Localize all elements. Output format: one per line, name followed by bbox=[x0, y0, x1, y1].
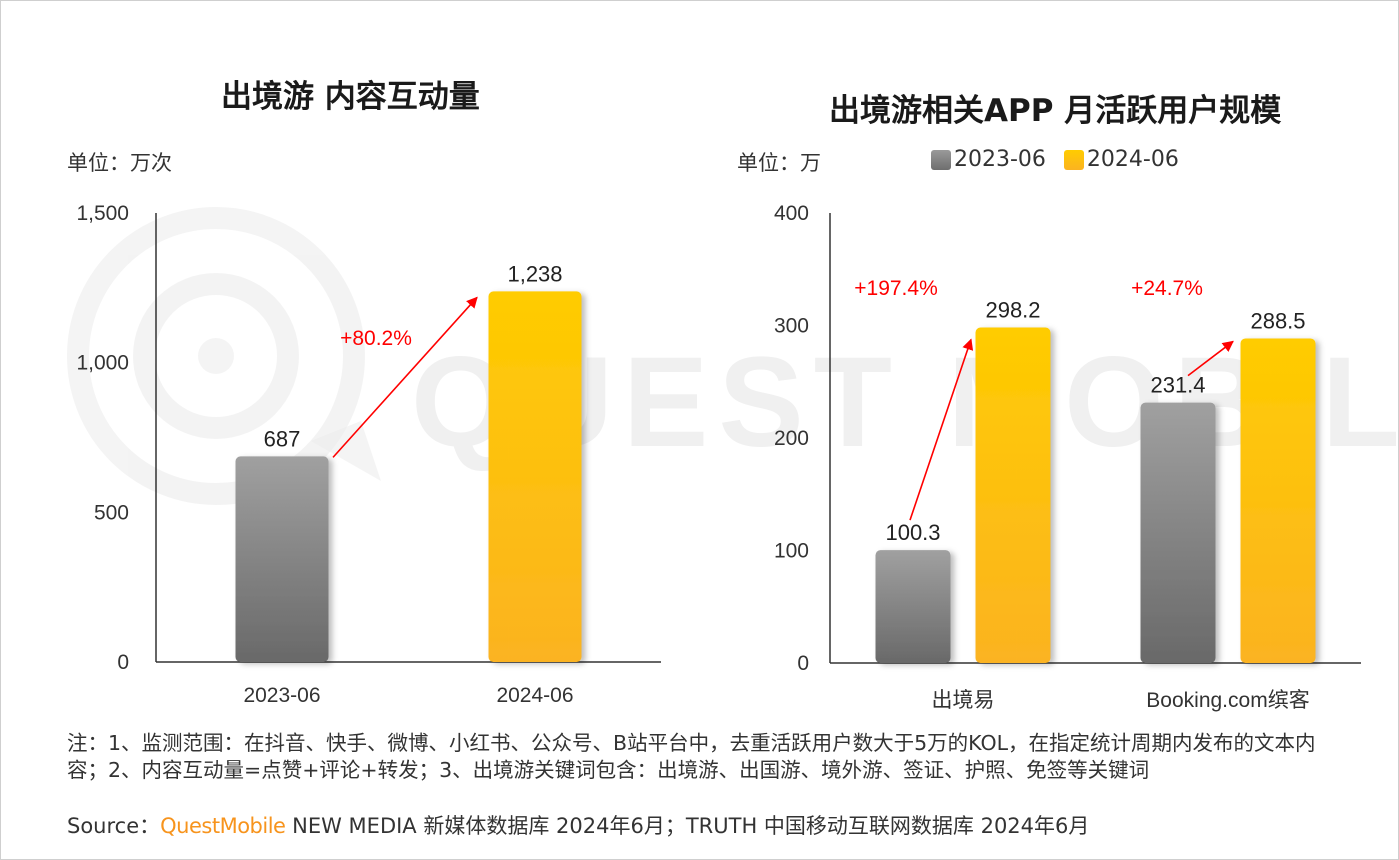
source-prefix: Source： bbox=[67, 814, 161, 838]
bar bbox=[975, 327, 1051, 663]
bar bbox=[488, 291, 582, 662]
x-tick-label: 出境易 bbox=[932, 689, 995, 712]
growth-arrow bbox=[909, 338, 974, 521]
legend-item-2024: 2024-06 bbox=[1063, 147, 1179, 172]
x-tick-label: 2024-06 bbox=[496, 684, 573, 707]
data-label: 100.3 bbox=[885, 520, 940, 545]
legend: 2023-06 2024-06 bbox=[931, 147, 1197, 172]
bar bbox=[1240, 338, 1316, 663]
bar bbox=[235, 456, 329, 662]
y-tick-label: 0 bbox=[117, 651, 129, 674]
y-tick-label: 0 bbox=[797, 652, 809, 675]
right-bar-chart: 0 100 200 300 400 100.3 231.4 298.2 288.5 出境易 Book… bbox=[774, 202, 1361, 712]
left-unit-label: 单位：万次 bbox=[67, 151, 172, 175]
footnote: 注：1、监测范围：在抖音、快手、微博、小红书、公众号、B站平台中，去重活跃用户数… bbox=[67, 731, 1316, 782]
y-tick-label: 500 bbox=[94, 501, 129, 524]
legend-label-2023: 2023-06 bbox=[954, 147, 1046, 172]
questmobile-brand: QuestMobile bbox=[160, 814, 286, 838]
x-tick-label: Booking.com缤客 bbox=[1146, 689, 1309, 712]
data-label: 231.4 bbox=[1150, 373, 1205, 398]
legend-swatch-gold bbox=[1063, 149, 1084, 170]
y-tick-label: 100 bbox=[774, 540, 809, 563]
source-rest: NEW MEDIA 新媒体数据库 2024年6月；TRUTH 中国移动互联网数据… bbox=[285, 814, 1090, 838]
y-tick-label: 1,000 bbox=[76, 352, 129, 375]
growth-arrow bbox=[1187, 340, 1234, 377]
source-line: Source：QuestMobile NEW MEDIA 新媒体数据库 2024… bbox=[67, 810, 1089, 840]
data-label: 687 bbox=[264, 426, 301, 451]
x-tick-label: 2023-06 bbox=[243, 684, 320, 707]
y-tick-label: 1,500 bbox=[76, 202, 129, 225]
left-bar-chart: 0 500 1,000 1,500 687 2023-06 1,238 2024-06 +80.… bbox=[76, 202, 661, 707]
legend-item-2023: 2023-06 bbox=[931, 147, 1046, 172]
right-unit-label: 单位：万 bbox=[737, 151, 821, 175]
bar bbox=[1140, 402, 1216, 663]
data-label: 288.5 bbox=[1250, 308, 1305, 333]
growth-label: +80.2% bbox=[340, 327, 412, 350]
bar bbox=[875, 550, 951, 663]
legend-label-2024: 2024-06 bbox=[1086, 147, 1179, 172]
left-chart-title: 出境游 内容互动量 bbox=[221, 79, 480, 115]
y-tick-label: 300 bbox=[774, 315, 809, 338]
y-tick-label: 200 bbox=[774, 427, 809, 450]
data-label: 1,238 bbox=[507, 261, 562, 286]
data-label: 298.2 bbox=[985, 298, 1040, 323]
growth-label: +24.7% bbox=[1131, 277, 1203, 300]
right-chart-title: 出境游相关APP 月活跃用户规模 bbox=[829, 93, 1282, 129]
legend-swatch-gray bbox=[931, 149, 951, 170]
growth-label: +197.4% bbox=[854, 277, 938, 300]
y-tick-label: 400 bbox=[774, 202, 809, 225]
growth-arrow bbox=[332, 296, 478, 458]
